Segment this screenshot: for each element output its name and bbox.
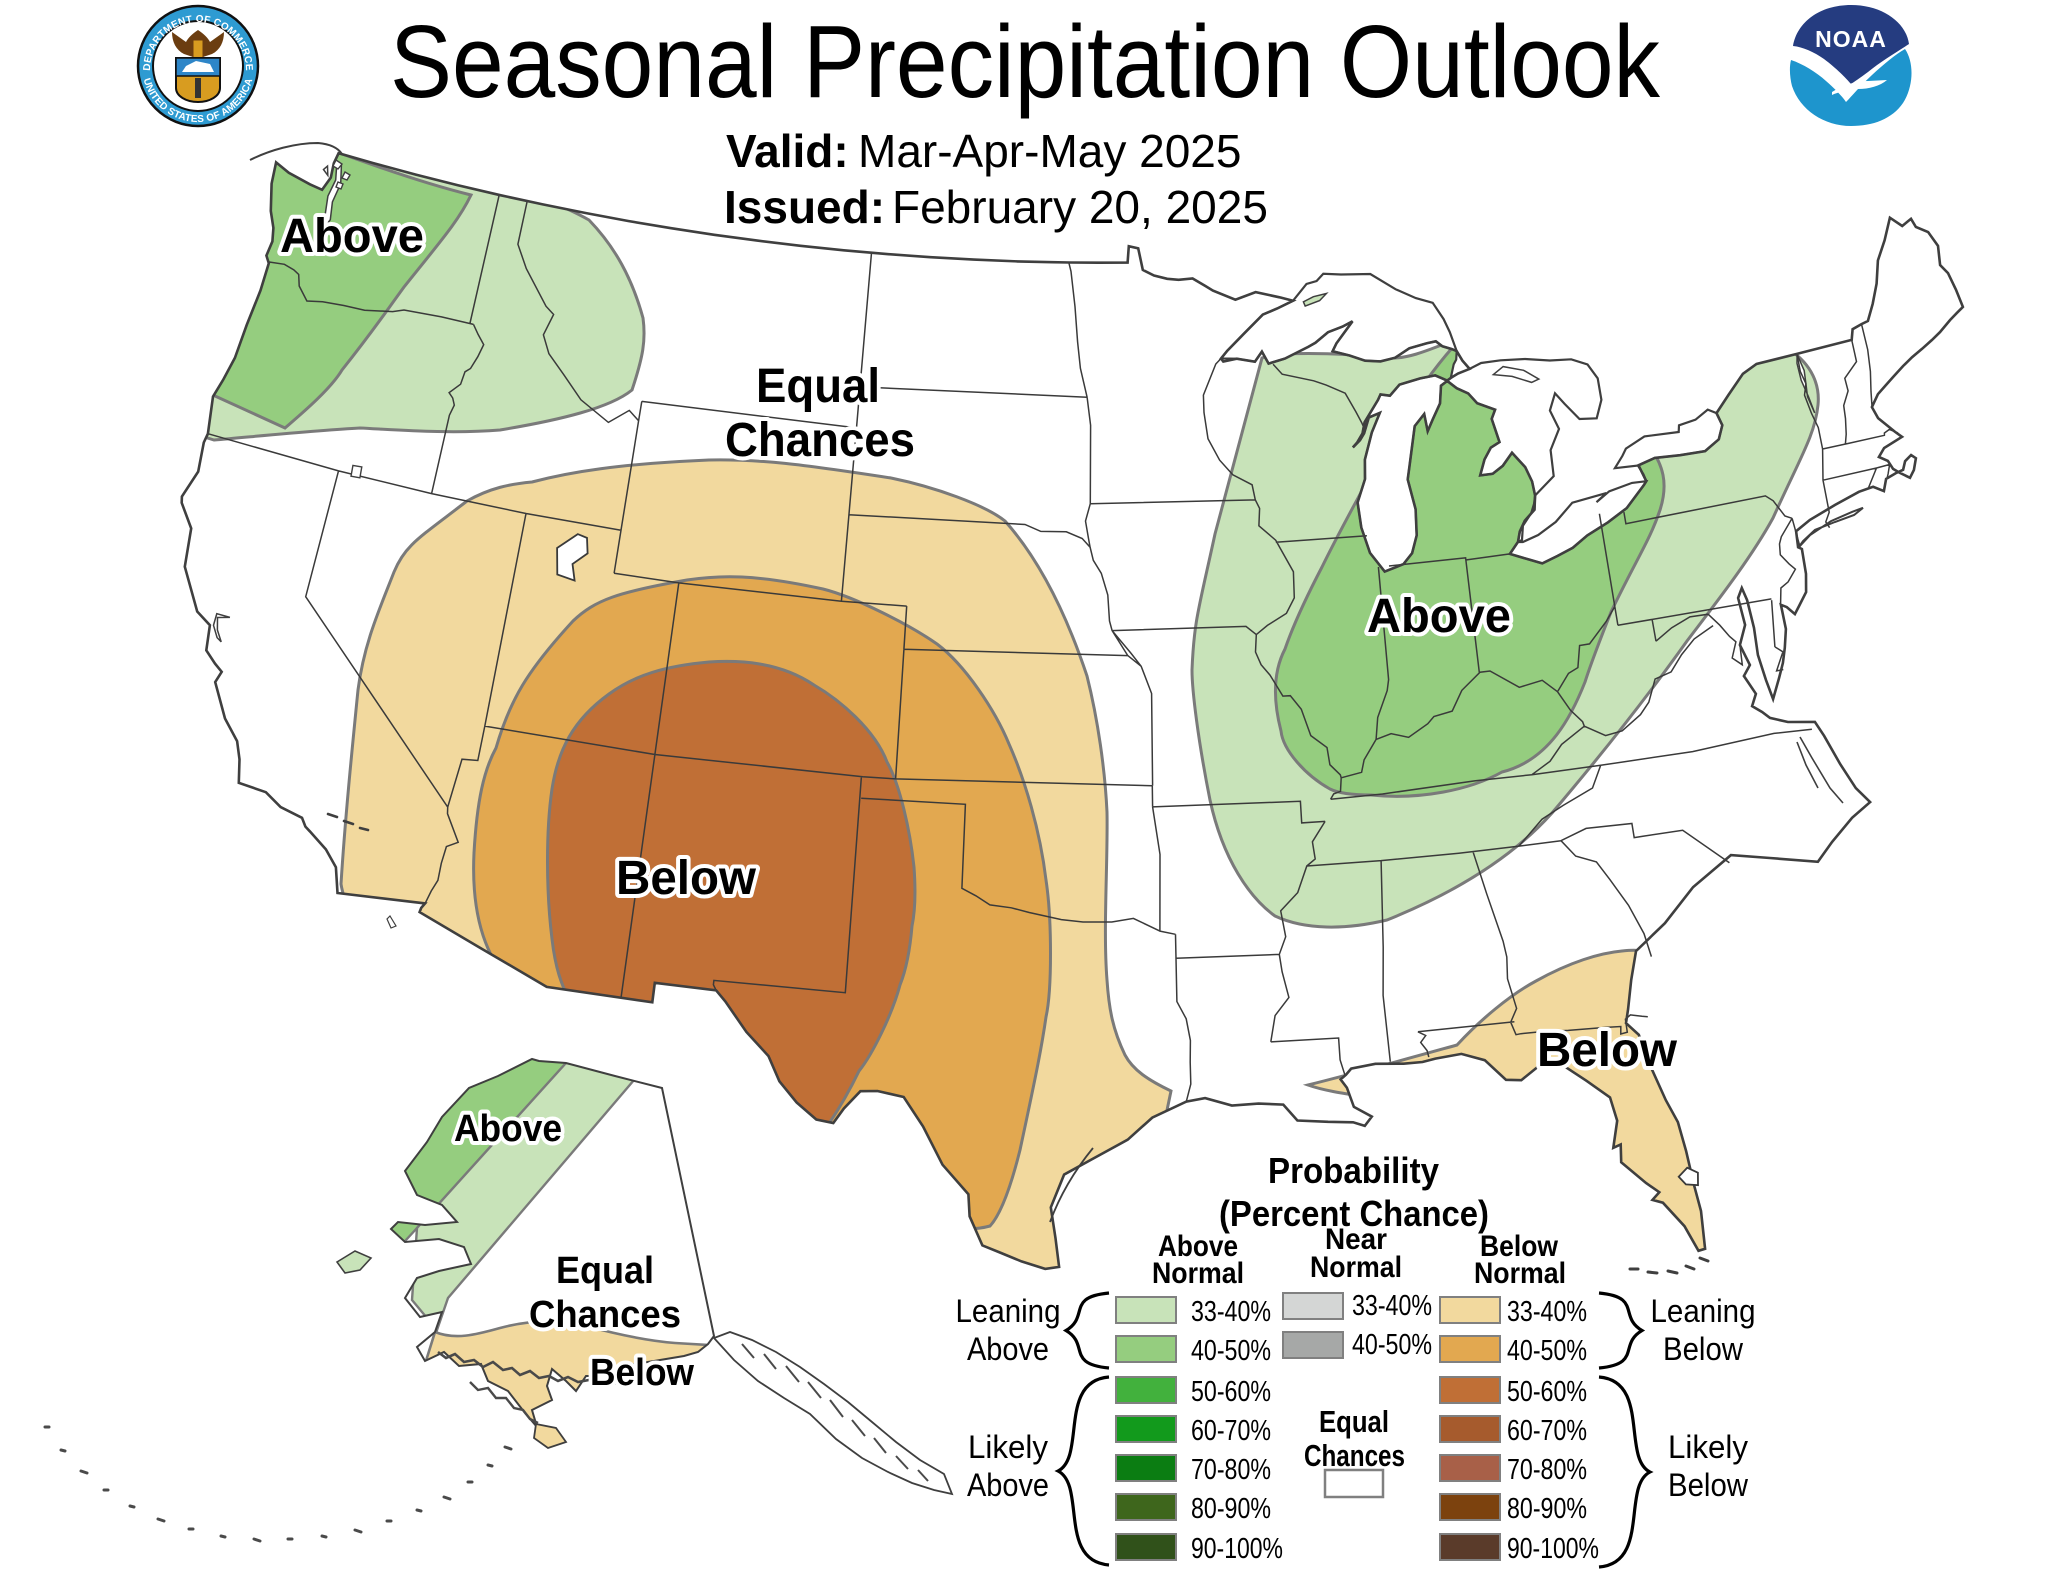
svg-text:80-90%: 80-90% — [1191, 1493, 1271, 1525]
svg-text:Likely: Likely — [968, 1429, 1048, 1465]
svg-text:50-60%: 50-60% — [1191, 1376, 1271, 1408]
svg-text:Equal: Equal — [556, 1250, 654, 1292]
svg-text:90-100%: 90-100% — [1507, 1533, 1599, 1565]
svg-text:Above: Above — [967, 1331, 1049, 1367]
svg-text:70-80%: 70-80% — [1191, 1454, 1271, 1486]
svg-text:Near: Near — [1325, 1223, 1387, 1256]
svg-text:Above: Above — [1158, 1230, 1238, 1263]
svg-text:Below: Below — [1480, 1230, 1559, 1263]
svg-text:Below: Below — [1537, 1024, 1678, 1077]
svg-text:70-80%: 70-80% — [1507, 1454, 1587, 1486]
svg-text:Above: Above — [1367, 590, 1511, 643]
svg-text:Normal: Normal — [1474, 1257, 1566, 1290]
svg-text:Below: Below — [1663, 1331, 1744, 1367]
svg-text:Chances: Chances — [1304, 1438, 1405, 1473]
svg-text:50-60%: 50-60% — [1507, 1376, 1587, 1408]
svg-text:Above: Above — [454, 1108, 562, 1150]
svg-text:Normal: Normal — [1152, 1257, 1244, 1290]
svg-text:Likely: Likely — [1668, 1429, 1748, 1465]
svg-text:Probability: Probability — [1268, 1150, 1439, 1191]
svg-text:33-40%: 33-40% — [1507, 1296, 1587, 1328]
svg-text:Equal: Equal — [1319, 1404, 1389, 1439]
svg-text:Below: Below — [1668, 1467, 1749, 1503]
svg-text:(Percent Chance): (Percent Chance) — [1219, 1193, 1489, 1234]
svg-text:Below: Below — [590, 1352, 694, 1394]
svg-text:60-70%: 60-70% — [1507, 1415, 1587, 1447]
svg-text:40-50%: 40-50% — [1352, 1329, 1432, 1361]
svg-text:Normal: Normal — [1310, 1251, 1402, 1284]
svg-text:33-40%: 33-40% — [1352, 1290, 1432, 1322]
svg-text:40-50%: 40-50% — [1191, 1335, 1271, 1367]
svg-text:Equal: Equal — [756, 360, 880, 413]
svg-text:90-100%: 90-100% — [1191, 1533, 1283, 1565]
svg-text:NOAA: NOAA — [1815, 26, 1887, 52]
svg-text:Valid:: Valid: — [726, 125, 849, 177]
svg-text:Seasonal Precipitation Outlook: Seasonal Precipitation Outlook — [390, 4, 1660, 119]
svg-text:Chances: Chances — [529, 1294, 681, 1336]
svg-text:60-70%: 60-70% — [1191, 1415, 1271, 1447]
svg-text:Above: Above — [280, 210, 424, 263]
svg-text:Mar-Apr-May 2025: Mar-Apr-May 2025 — [858, 125, 1241, 177]
svg-text:Leaning: Leaning — [956, 1293, 1061, 1329]
svg-text:Leaning: Leaning — [1651, 1293, 1756, 1329]
svg-text:33-40%: 33-40% — [1191, 1296, 1271, 1328]
svg-text:Above: Above — [967, 1467, 1049, 1503]
svg-text:Chances: Chances — [725, 414, 915, 467]
svg-text:80-90%: 80-90% — [1507, 1493, 1587, 1525]
svg-text:February 20, 2025: February 20, 2025 — [892, 181, 1268, 233]
svg-text:Issued:: Issued: — [724, 181, 885, 233]
svg-text:40-50%: 40-50% — [1507, 1335, 1587, 1367]
svg-text:Below: Below — [616, 852, 757, 905]
